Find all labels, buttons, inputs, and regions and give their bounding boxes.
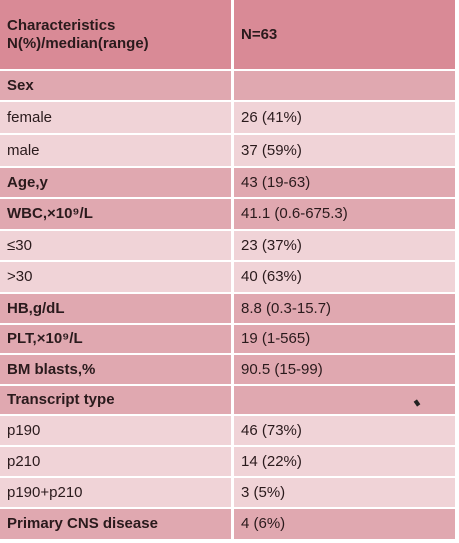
row-label: p210 xyxy=(0,447,231,476)
header-n: N=63 xyxy=(241,25,278,43)
table-row: ≤30 23 (37%) xyxy=(0,231,455,260)
row-value: 40 (63%) xyxy=(234,262,455,292)
table-row: Age,y 43 (19-63) xyxy=(0,168,455,197)
header-n-cell: N=63 xyxy=(234,0,455,69)
table-row: p210 14 (22%) xyxy=(0,447,455,476)
table-header-row: Characteristics N(%)/median(range) N=63 xyxy=(0,0,455,69)
row-label: WBC,×10⁹/L xyxy=(0,199,231,229)
row-value: 14 (22%) xyxy=(234,447,455,476)
row-value: 37 (59%) xyxy=(234,135,455,166)
row-label: Transcript type xyxy=(0,386,231,414)
table-row: Transcript type xyxy=(0,386,455,414)
row-value: 4 (6%) xyxy=(234,509,455,539)
table-row: female 26 (41%) xyxy=(0,102,455,133)
header-characteristics-cell: Characteristics N(%)/median(range) xyxy=(0,0,231,69)
table-row: HB,g/dL 8.8 (0.3-15.7) xyxy=(0,294,455,323)
row-label: Age,y xyxy=(0,168,231,197)
row-label: HB,g/dL xyxy=(0,294,231,323)
row-value: 3 (5%) xyxy=(234,478,455,507)
row-value: 43 (19-63) xyxy=(234,168,455,197)
row-label: PLT,×10⁹/L xyxy=(0,325,231,353)
row-value: 90.5 (15-99) xyxy=(234,355,455,384)
table-row: BM blasts,% 90.5 (15-99) xyxy=(0,355,455,384)
table-row: Sex xyxy=(0,71,455,100)
header-subtitle: N(%)/median(range) xyxy=(7,34,149,52)
row-value xyxy=(234,386,455,414)
row-value: 41.1 (0.6-675.3) xyxy=(234,199,455,229)
table-row: >30 40 (63%) xyxy=(0,262,455,292)
row-value: 26 (41%) xyxy=(234,102,455,133)
table-row: WBC,×10⁹/L 41.1 (0.6-675.3) xyxy=(0,199,455,229)
header-characteristics: Characteristics xyxy=(7,16,116,34)
row-value: 23 (37%) xyxy=(234,231,455,260)
row-label: p190 xyxy=(0,416,231,445)
row-label: Sex xyxy=(0,71,231,100)
row-value: 8.8 (0.3-15.7) xyxy=(234,294,455,323)
row-label: BM blasts,% xyxy=(0,355,231,384)
row-value xyxy=(234,71,455,100)
row-value: 19 (1-565) xyxy=(234,325,455,353)
row-label: male xyxy=(0,135,231,166)
row-label: >30 xyxy=(0,262,231,292)
table-row: Primary CNS disease 4 (6%) xyxy=(0,509,455,539)
table-row: p190 46 (73%) xyxy=(0,416,455,445)
row-value: 46 (73%) xyxy=(234,416,455,445)
row-label: Primary CNS disease xyxy=(0,509,231,539)
table-row: male 37 (59%) xyxy=(0,135,455,166)
row-label: female xyxy=(0,102,231,133)
row-label: p190+p210 xyxy=(0,478,231,507)
row-label: ≤30 xyxy=(0,231,231,260)
table-row: p190+p210 3 (5%) xyxy=(0,478,455,507)
table-row: PLT,×10⁹/L 19 (1-565) xyxy=(0,325,455,353)
